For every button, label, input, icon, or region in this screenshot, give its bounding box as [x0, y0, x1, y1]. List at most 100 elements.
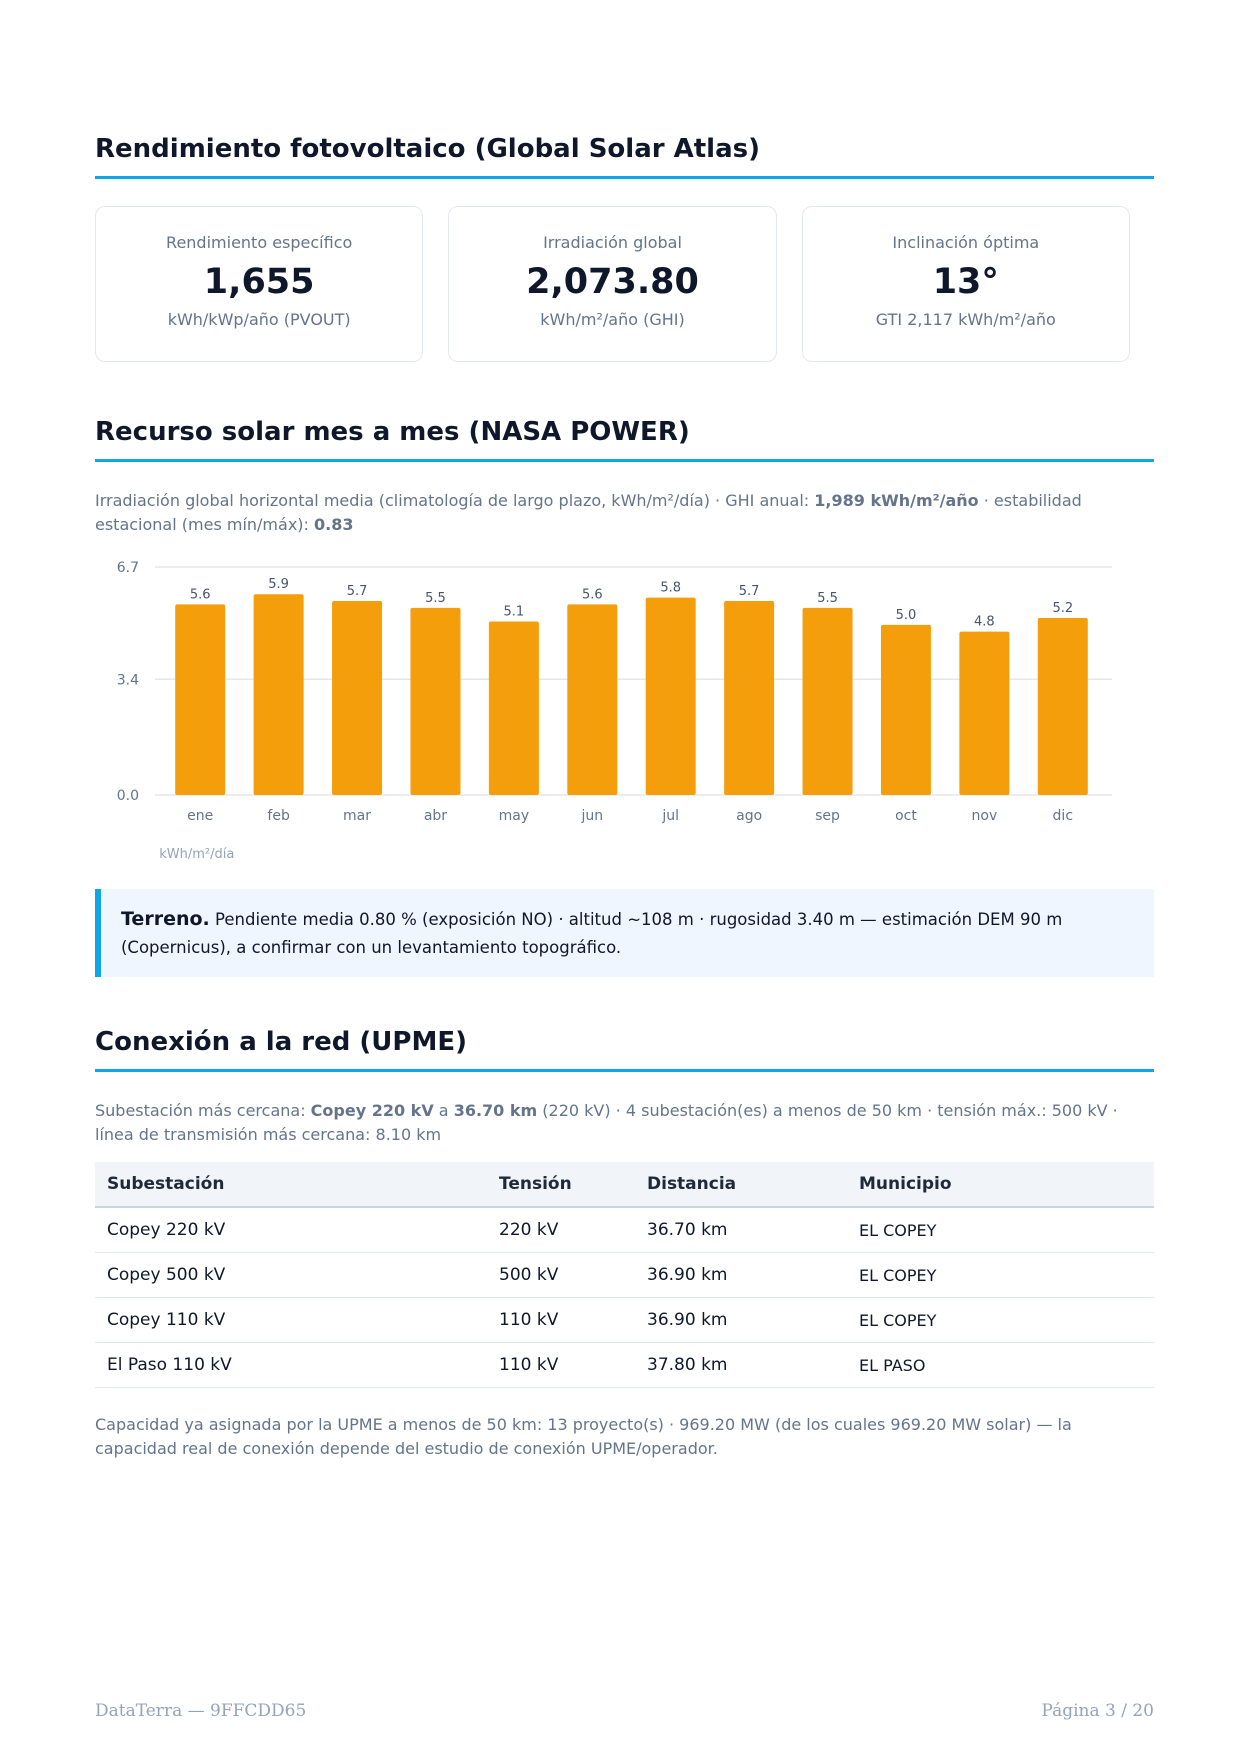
x-tick-label: jul — [661, 808, 679, 824]
metric-value: 13° — [932, 262, 999, 302]
metric-card-ghi: Irradiación global 2,073.80 kWh/m²/año (… — [448, 206, 777, 362]
terrain-callout: Terreno. Pendiente media 0.80 % (exposic… — [95, 889, 1154, 977]
unit-label: kWh/m²/día — [159, 847, 234, 862]
cell-distance: 36.90 km — [635, 1297, 847, 1343]
bar-value-label: 5.0 — [896, 608, 917, 623]
x-tick-label: mar — [343, 808, 371, 824]
bar-value-label: 5.8 — [660, 581, 681, 596]
cell-municipality: EL COPEY — [847, 1207, 1154, 1253]
cell-voltage: 220 kV — [487, 1207, 635, 1253]
cell-distance: 37.80 km — [635, 1342, 847, 1388]
footer-document-id: DataTerra — 9FFCDD65 — [95, 1701, 307, 1721]
table-header-row: Subestación Tensión Distancia Municipio — [95, 1162, 1154, 1208]
cell-distance: 36.70 km — [635, 1207, 847, 1253]
bar-value-label: 5.5 — [425, 591, 446, 606]
cell-municipality: EL PASO — [847, 1342, 1154, 1388]
y-tick-label: 3.4 — [117, 672, 139, 688]
x-tick-label: feb — [267, 808, 290, 824]
bar-ago — [724, 601, 775, 795]
pv-section-title: Rendimiento fotovoltaico (Global Solar A… — [95, 134, 1154, 179]
capacity-footnote: Capacidad ya asignada por la UPME a meno… — [95, 1415, 1072, 1458]
cell-substation: El Paso 110 kV — [95, 1342, 487, 1388]
x-tick-label: sep — [815, 808, 840, 824]
cell-voltage: 500 kV — [487, 1252, 635, 1298]
desc-text: (220 kV) · 4 subestación(es) a menos de … — [95, 1101, 1118, 1144]
bar-value-label: 5.6 — [190, 587, 211, 602]
cell-substation: Copey 500 kV — [95, 1252, 487, 1298]
bar-jul — [645, 597, 696, 795]
cell-voltage: 110 kV — [487, 1342, 635, 1388]
bar-ene — [175, 604, 226, 795]
table-row: El Paso 110 kV 110 kV 37.80 km EL PASO — [95, 1342, 1154, 1388]
bar-sep — [802, 607, 853, 795]
metric-label: Inclinación óptima — [892, 233, 1040, 252]
bar-value-label: 5.6 — [582, 587, 603, 602]
cell-substation: Copey 110 kV — [95, 1297, 487, 1343]
metric-value: 2,073.80 — [526, 262, 699, 302]
desc-text: · estabilidad estacional (mes mín/máx): — [95, 491, 1082, 534]
table-row: Copey 220 kV 220 kV 36.70 km EL COPEY — [95, 1207, 1154, 1253]
metric-unit: kWh/kWp/año (PVOUT) — [167, 310, 351, 329]
y-tick-label: 6.7 — [117, 560, 139, 576]
page-footer: DataTerra — 9FFCDD65 Página 3 / 20 — [95, 1701, 1154, 1721]
solar-resource-title: Recurso solar mes a mes (NASA POWER) — [95, 417, 1154, 462]
bar-mar — [332, 601, 383, 795]
table-row: Copey 110 kV 110 kV 36.90 km EL COPEY — [95, 1297, 1154, 1343]
metric-unit: GTI 2,117 kWh/m²/año — [875, 310, 1056, 329]
bar-value-label: 5.2 — [1052, 601, 1073, 616]
grid-section-title: Conexión a la red (UPME) — [95, 1027, 1154, 1072]
bar-feb — [253, 594, 304, 795]
y-tick-label: 0.0 — [117, 788, 139, 804]
callout-text: Pendiente media 0.80 % (exposición NO) ·… — [121, 910, 1063, 957]
x-tick-label: jun — [580, 808, 603, 824]
x-tick-label: ene — [187, 808, 213, 824]
metric-card-tilt: Inclinación óptima 13° GTI 2,117 kWh/m²/… — [801, 206, 1130, 362]
bar-abr — [410, 607, 461, 795]
column-header: Tensión — [487, 1162, 635, 1208]
metric-card-pvout: Rendimiento específico 1,655 kWh/kWp/año… — [95, 206, 424, 362]
bar-nov — [959, 631, 1010, 795]
cell-municipality: EL COPEY — [847, 1297, 1154, 1343]
metric-cards: Rendimiento específico 1,655 kWh/kWp/año… — [95, 206, 1130, 362]
x-tick-label: nov — [972, 808, 998, 824]
bar-may — [488, 621, 539, 795]
nearest-substation: Copey 220 kV — [310, 1101, 434, 1120]
column-header: Subestación — [95, 1162, 487, 1208]
x-tick-label: abr — [424, 808, 447, 824]
bar-value-label: 5.7 — [347, 584, 368, 599]
cell-substation: Copey 220 kV — [95, 1207, 487, 1253]
x-tick-label: oct — [895, 808, 917, 824]
desc-text: a — [433, 1101, 454, 1120]
metric-label: Irradiación global — [543, 233, 682, 252]
callout-lead: Terreno. — [121, 908, 210, 930]
substations-table: Subestación Tensión Distancia Municipio … — [95, 1162, 1154, 1388]
bar-value-label: 5.5 — [817, 591, 838, 606]
column-header: Municipio — [847, 1162, 1154, 1208]
metric-label: Rendimiento específico — [166, 233, 353, 252]
column-header: Distancia — [635, 1162, 847, 1208]
bar-value-label: 4.8 — [974, 615, 995, 630]
cell-voltage: 110 kV — [487, 1297, 635, 1343]
bar-jun — [567, 604, 618, 795]
solar-resource-description: Irradiación global horizontal media (cli… — [95, 489, 1154, 537]
metric-unit: kWh/m²/año (GHI) — [540, 310, 685, 329]
table-row: Copey 500 kV 500 kV 36.90 km EL COPEY — [95, 1252, 1154, 1298]
x-tick-label: ago — [736, 808, 762, 824]
x-tick-label: dic — [1053, 808, 1073, 824]
bar-value-label: 5.9 — [268, 577, 289, 592]
x-tick-label: may — [499, 808, 530, 824]
nearest-distance: 36.70 km — [453, 1101, 538, 1120]
monthly-ghi-chart: 0.0 3.4 6.7 5.6 ene 5.9 feb 5.7 mar 5.5 abr 5.1 may 5… — [117, 560, 1112, 862]
desc-text: Irradiación global horizontal media (cli… — [95, 491, 815, 510]
seasonal-stability: 0.83 — [314, 515, 354, 534]
desc-text: Subestación más cercana: — [95, 1101, 311, 1120]
cell-distance: 36.90 km — [635, 1252, 847, 1298]
footer-page-number: Página 3 / 20 — [1041, 1701, 1154, 1721]
metric-value: 1,655 — [203, 262, 315, 302]
cell-municipality: EL COPEY — [847, 1252, 1154, 1298]
bar-dic — [1037, 618, 1088, 795]
bar-oct — [880, 624, 931, 795]
bar-value-label: 5.1 — [504, 604, 525, 619]
bar-value-label: 5.7 — [739, 584, 760, 599]
grid-description: Subestación más cercana: Copey 220 kV a … — [95, 1099, 1154, 1147]
